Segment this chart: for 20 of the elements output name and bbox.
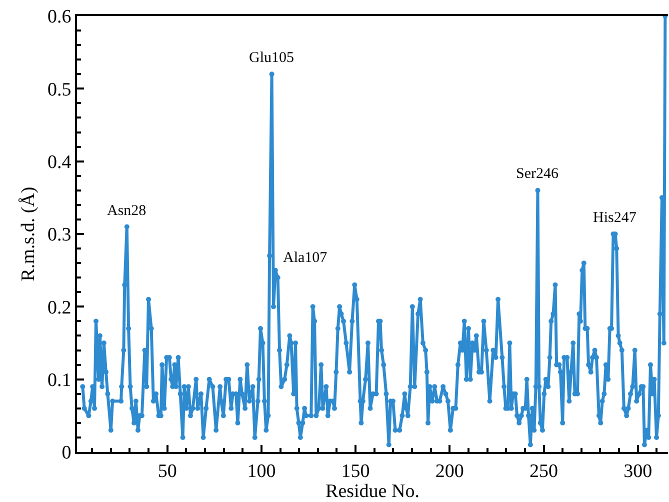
y-axis-title: R.m.s.d. (Å) <box>18 186 39 282</box>
x-tick-label: 250 <box>530 460 558 482</box>
annotation: Ser246 <box>516 166 559 182</box>
annotation: Asn28 <box>107 203 146 219</box>
y-tick-label: 0.2 <box>47 297 72 318</box>
x-tick-label: 200 <box>435 460 464 482</box>
x-tick-label: 300 <box>624 460 652 482</box>
annotation: Glu105 <box>249 50 294 66</box>
x-tick-label: 100 <box>247 460 276 482</box>
y-tick-label: 0 <box>62 442 72 464</box>
annotation: Ala107 <box>283 250 328 266</box>
y-tick-label: 0.3 <box>47 224 72 246</box>
y-tick-label: 0.4 <box>47 152 72 173</box>
y-tick-label: 0.6 <box>47 6 72 28</box>
x-tick-label: 150 <box>341 460 370 482</box>
x-tick-label: 50 <box>158 460 177 482</box>
y-tick-label: 0.1 <box>47 370 72 391</box>
annotation: His247 <box>593 210 637 226</box>
x-axis-title: Residue No. <box>326 481 420 502</box>
y-tick-label: 0.5 <box>47 79 72 100</box>
